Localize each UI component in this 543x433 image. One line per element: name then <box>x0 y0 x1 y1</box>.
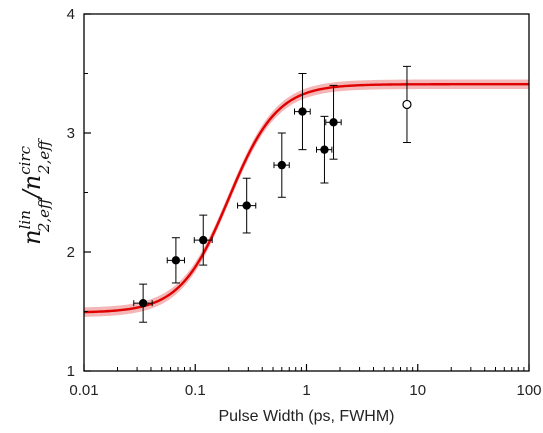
x-tick-label: 1 <box>302 382 310 399</box>
data-point-group <box>325 84 342 160</box>
y-tick-label: 1 <box>67 363 75 380</box>
ylabel-sup-lin: lin <box>16 210 34 229</box>
ylabel-base-2: n <box>18 175 46 190</box>
fit-curve <box>83 83 529 314</box>
data-point-open <box>402 99 412 110</box>
data-point <box>277 160 287 170</box>
x-tick-label: 0.1 <box>185 382 206 399</box>
data-point <box>320 145 329 154</box>
x-tick-label: 100 <box>516 382 541 399</box>
data-point-group <box>237 177 257 234</box>
data-point-group <box>166 237 185 284</box>
y-axis-label: nlin2,eff/ncirc2,eff <box>16 138 53 245</box>
data-point-group <box>273 132 290 198</box>
data-point <box>298 107 307 116</box>
plot-area <box>83 65 529 323</box>
ylabel-sub: 2,eff <box>35 196 53 233</box>
data-point-group <box>402 65 412 144</box>
ylabel-sub-2: 2,eff <box>35 138 53 175</box>
x-tick-label: 0.01 <box>69 382 98 399</box>
data-point-group <box>316 115 333 184</box>
data-point <box>171 256 181 265</box>
fit-band <box>84 79 529 317</box>
x-axis-label: Pulse Width (ps, FWHM) <box>218 408 394 425</box>
data-point-group <box>293 73 311 151</box>
x-tick-label: 10 <box>409 382 426 399</box>
ylabel-base: n <box>18 229 46 244</box>
data-point <box>199 235 208 245</box>
y-tick-label: 3 <box>67 125 75 142</box>
y-axis-label-text: nlin2,eff/ncirc2,eff <box>16 138 53 245</box>
data-point <box>138 298 148 308</box>
ylabel-slash: / <box>18 187 46 200</box>
data-point-group <box>193 214 213 266</box>
data-point <box>242 201 251 210</box>
y-tick-label: 2 <box>67 244 75 261</box>
ylabel-sup-circ: circ <box>16 145 34 174</box>
plot-frame <box>83 13 530 372</box>
data-point-group <box>133 283 153 323</box>
data-point <box>329 118 338 127</box>
y-tick-label: 4 <box>67 6 75 23</box>
data-points <box>133 65 412 323</box>
y-axis: 1 2 3 4 <box>67 6 91 380</box>
x-axis: 0.01 0.1 1 10 100 <box>69 364 542 399</box>
